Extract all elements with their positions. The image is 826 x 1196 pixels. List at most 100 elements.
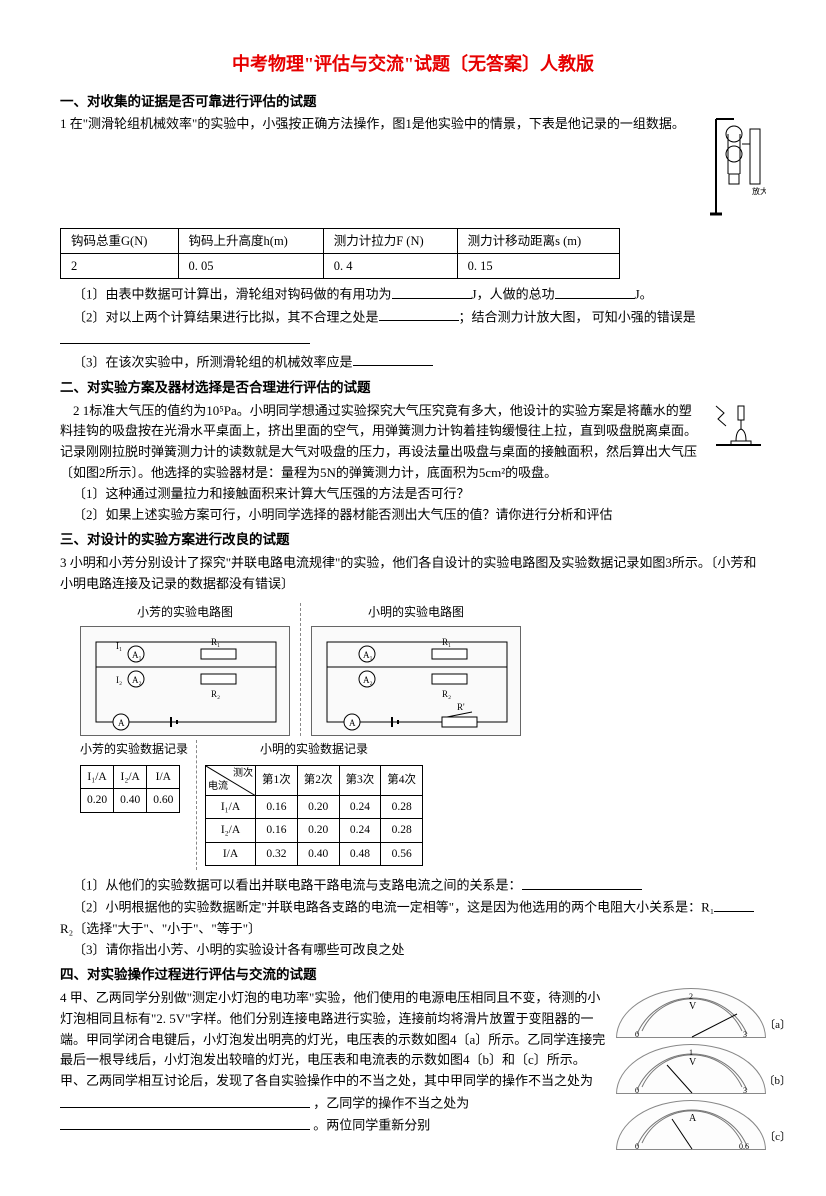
svg-text:3: 3 <box>743 1030 747 1039</box>
q3-intro: 3 小明和小芳分别设计了探究"并联电路电流规律"的实验，他们各自设计的实验电路图… <box>60 553 766 595</box>
figure-1-pulley: 放大 <box>706 114 766 224</box>
svg-text:I₁: I₁ <box>116 641 122 651</box>
rh: I/A <box>206 842 256 865</box>
xm-data-table: 测次 电流 第1次 第2次 第3次 第4次 I₁/A 0.16 0.20 0.2… <box>205 765 423 866</box>
blank-field[interactable] <box>60 1114 310 1130</box>
svg-text:V: V <box>689 1001 697 1012</box>
td: 0.16 <box>256 819 298 842</box>
th-s: 测力计移动距离s (m) <box>457 229 619 254</box>
q1-intro: 1 在"测滑轮组机械效率"的实验中，小强按正确方法操作，图1是他实验中的情景，下… <box>60 114 766 135</box>
th: I/A <box>147 765 180 788</box>
meters-column: V 023 〔a〕 V 013 〔b〕 A 00.6 <box>616 988 766 1156</box>
blank-field[interactable] <box>555 283 635 299</box>
th: 第1次 <box>256 765 298 795</box>
xiaoming-circuit-col: 小明的实验电路图 A₁ R₁ A₂ R₂ A R' <box>311 603 521 736</box>
blank-field[interactable] <box>714 896 754 912</box>
xf-circuit-diagram: A₁ R₁ A₂ R₂ A I₁ I₂ <box>80 626 290 736</box>
svg-text:I₂: I₂ <box>116 675 122 685</box>
q3-sub3: 〔3〕请你指出小芳、小明的实验设计各有哪些可改良之处 <box>60 940 766 961</box>
td-g: 2 <box>61 254 179 279</box>
td: 0.48 <box>339 842 381 865</box>
q4-intro-a: 4 甲、乙两同学分别做"测定小灯泡的电功率"实验，他们使用的电源电压相同且不变，… <box>60 990 605 1088</box>
td: 0.28 <box>381 795 423 818</box>
td: 0.40 <box>114 789 147 812</box>
svg-text:3: 3 <box>743 1086 747 1095</box>
section-2: 二、对实验方案及器材选择是否合理进行评估的试题 2 1标准大气压的值约为10⁵P… <box>60 377 766 525</box>
svg-text:0: 0 <box>635 1142 639 1151</box>
td-s: 0. 15 <box>457 254 619 279</box>
q2-sub1: 〔1〕这种通过测量拉力和接触面积来计算大气压强的方法是否可行？ <box>60 484 766 505</box>
blank-field[interactable] <box>522 874 642 890</box>
svg-text:A₁: A₁ <box>132 650 142 660</box>
q1-sub2-end: ；结合测力计放大图， 可知小强的错误是 <box>459 309 696 324</box>
q2-intro: 2 1标准大气压的值约为10⁵Pa。小明同学想通过实验探究大气压究竟有多大，他设… <box>60 401 766 484</box>
rh: I₂/A <box>206 819 256 842</box>
table-row: 钩码总重G(N) 钩码上升高度h(m) 测力计拉力F (N) 测力计移动距离s … <box>61 229 620 254</box>
svg-text:R₁: R₁ <box>211 637 220 647</box>
q1-sub1: 〔1〕由表中数据可计算出，滑轮组对钩码做的有用功为J，人做的总功J。 <box>60 283 766 305</box>
q1-sub3: 〔3〕在该次实验中，所测滑轮组的机械效率应是 <box>60 351 766 373</box>
xiaofang-circuit-col: 小芳的实验电路图 A₁ R₁ A₂ R₂ A I₁ I₂ <box>80 603 290 736</box>
meter-a-label: 〔a〕 <box>764 1017 791 1035</box>
svg-text:A₁: A₁ <box>363 650 373 660</box>
svg-text:R': R' <box>457 702 465 712</box>
xf-circuit-label: 小芳的实验电路图 <box>137 603 233 622</box>
th: I₂/A <box>114 765 147 788</box>
td: 0.20 <box>297 819 339 842</box>
section-2-heading: 二、对实验方案及器材选择是否合理进行评估的试题 <box>60 377 766 399</box>
corner-bottom: 电流 <box>208 779 228 795</box>
svg-text:0.6: 0.6 <box>739 1142 749 1151</box>
section-4: 四、对实验操作过程进行评估与交流的试题 V 023 〔a〕 V 013 〔b〕 <box>60 964 766 1156</box>
q4-mid: ，乙同学的操作不当之处为 <box>313 1096 469 1111</box>
svg-text:R₂: R₂ <box>211 689 220 699</box>
svg-text:A: A <box>118 718 125 728</box>
blank-field[interactable] <box>60 328 310 344</box>
td-h: 0. 05 <box>178 254 323 279</box>
blank-field[interactable] <box>392 283 472 299</box>
meter-b-label: 〔b〕 <box>764 1073 792 1091</box>
svg-text:2: 2 <box>689 992 693 1001</box>
figure-2-suction <box>706 401 766 461</box>
blank-field[interactable] <box>353 351 433 367</box>
table-row: I/A 0.32 0.40 0.48 0.56 <box>206 842 423 865</box>
td: 0.32 <box>256 842 298 865</box>
th-g: 钩码总重G(N) <box>61 229 179 254</box>
q3-sub1-text: 〔1〕从他们的实验数据可以看出并联电路干路电流与支路电流之间的关系是： <box>73 878 522 893</box>
q1-sub2: 〔2〕对以上两个计算结果进行比拟，其不合理之处是 ；结合测力计放大图， 可知小强的… <box>60 306 766 351</box>
td: 0.60 <box>147 789 180 812</box>
th: 第4次 <box>381 765 423 795</box>
xf-data-table: I₁/A I₂/A I/A 0.20 0.40 0.60 <box>80 765 180 813</box>
td: 0.56 <box>381 842 423 865</box>
td-f: 0. 4 <box>323 254 457 279</box>
td: 0.24 <box>339 819 381 842</box>
section-1: 一、对收集的证据是否可靠进行评估的试题 放大 1 在"测滑轮组机械效率"的实验中… <box>60 91 766 373</box>
q3-sub2: 〔2〕小明根据他的实验数据断定"并联电路各支路的电流一定相等"，这是因为他选用的… <box>60 896 766 939</box>
svg-text:A₂: A₂ <box>132 675 142 685</box>
xf-data-label: 小芳的实验数据记录 <box>80 740 188 759</box>
meter-c-label: 〔c〕 <box>764 1129 791 1147</box>
svg-text:V: V <box>689 1057 697 1068</box>
td: 0.40 <box>297 842 339 865</box>
td: 0.20 <box>81 789 114 812</box>
blank-field[interactable] <box>379 306 459 322</box>
svg-text:放大: 放大 <box>752 186 766 196</box>
th: 第2次 <box>297 765 339 795</box>
table-row: 测次 电流 第1次 第2次 第3次 第4次 <box>206 765 423 795</box>
data-tables: 小芳的实验数据记录 I₁/A I₂/A I/A 0.20 0.40 0.60 小… <box>80 740 766 870</box>
td: 0.20 <box>297 795 339 818</box>
q1-sub2-text: 〔2〕对以上两个计算结果进行比拟，其不合理之处是 <box>73 309 379 324</box>
th: I₁/A <box>81 765 114 788</box>
page-title: 中考物理"评估与交流"试题〔无答案〕人教版 <box>60 50 766 79</box>
rh: I₁/A <box>206 795 256 818</box>
q2-sub2: 〔2〕如果上述实验方案可行，小明同学选择的器材能否测出大气压的值？请你进行分析和… <box>60 505 766 526</box>
meter-b: V 013 〔b〕 <box>616 1044 766 1094</box>
q3-sub2-text: 〔2〕小明根据他的实验数据断定"并联电路各支路的电流一定相等"，这是因为他选用的… <box>73 900 714 915</box>
svg-text:A₂: A₂ <box>363 675 373 685</box>
table-row: I₁/A I₂/A I/A <box>81 765 180 788</box>
q4-end: 。两位同学重新分别 <box>313 1118 430 1133</box>
blank-field[interactable] <box>60 1092 310 1108</box>
th-h: 钩码上升高度h(m) <box>178 229 323 254</box>
corner-top: 测次 <box>233 766 253 782</box>
section-1-heading: 一、对收集的证据是否可靠进行评估的试题 <box>60 91 766 113</box>
th: 第3次 <box>339 765 381 795</box>
